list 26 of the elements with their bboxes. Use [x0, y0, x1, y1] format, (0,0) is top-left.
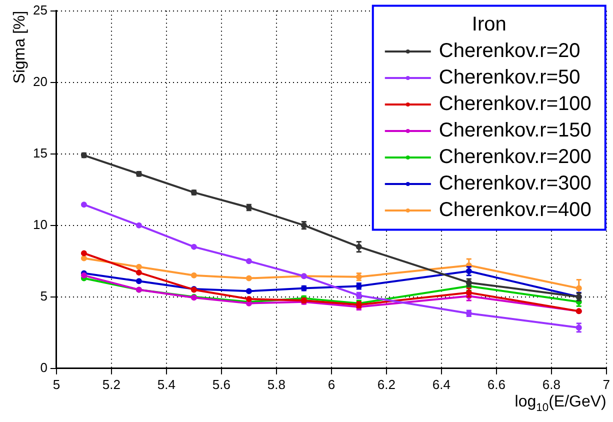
legend-label: Cherenkov.r=100	[438, 93, 592, 116]
legend-label: Cherenkov.r=400	[438, 199, 592, 222]
x-tick-label: 6	[328, 376, 336, 392]
x-tick-label: 6.4	[432, 376, 450, 392]
y-tick-label: 25	[32, 2, 48, 18]
x-tick-label: 6.6	[487, 376, 506, 392]
x-tick-label: 5.6	[212, 376, 230, 392]
y-axis-title: Sigma [%]	[11, 10, 28, 84]
x-tick-label: 5	[52, 376, 60, 392]
x-tick-label: 6.2	[377, 376, 396, 392]
legend-label: Cherenkov.r=300	[438, 172, 592, 195]
legend-label: Cherenkov.r=200	[438, 146, 592, 168]
legend-label: Cherenkov.r=20	[438, 40, 580, 62]
x-tick-label: 7	[602, 376, 610, 392]
x-tick-label: 5.2	[102, 376, 120, 392]
y-tick-label: 15	[32, 145, 48, 160]
legend-label: Cherenkov.r=150	[438, 120, 592, 142]
legend-label: Cherenkov.r=50	[438, 66, 580, 89]
y-tick-label: 5	[40, 288, 48, 304]
x-tick-label: 5.8	[267, 376, 286, 392]
y-tick-label: 20	[32, 74, 48, 89]
y-tick-label: 0	[40, 360, 48, 375]
x-tick-label: 5.4	[157, 376, 176, 392]
x-tick-label: 6.8	[542, 376, 560, 392]
legend-title: Iron	[472, 14, 506, 36]
y-tick-label: 10	[32, 216, 48, 232]
